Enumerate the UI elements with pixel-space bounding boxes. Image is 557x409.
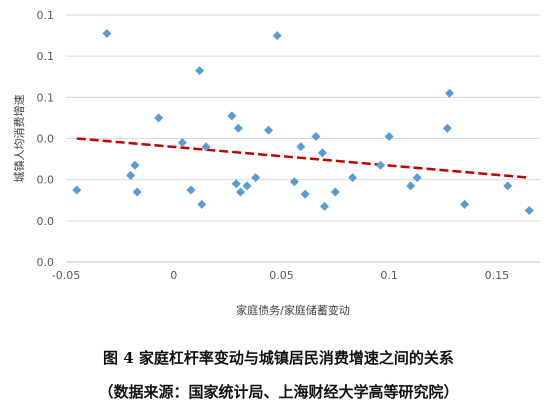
data-point bbox=[227, 111, 237, 121]
x-tick-label: 0.05 bbox=[269, 269, 294, 282]
y-tick-label: 0.0 bbox=[37, 174, 55, 187]
data-point bbox=[296, 142, 306, 152]
data-point bbox=[289, 177, 299, 187]
data-point bbox=[503, 181, 513, 191]
data-point bbox=[130, 160, 140, 170]
y-tick-label: 0.0 bbox=[37, 133, 55, 146]
y-tick-label: 0.1 bbox=[37, 91, 55, 104]
data-point bbox=[72, 185, 82, 195]
data-point bbox=[231, 179, 241, 189]
figure-caption: 图 4 家庭杠杆率变动与城镇居民消费增速之间的关系 bbox=[103, 349, 454, 367]
data-point bbox=[384, 131, 394, 141]
x-axis-title: 家庭债务/家庭储蓄变动 bbox=[236, 303, 350, 317]
data-point bbox=[412, 173, 422, 183]
data-point bbox=[320, 201, 330, 211]
data-point bbox=[102, 29, 112, 39]
data-point bbox=[348, 173, 358, 183]
data-point bbox=[154, 113, 164, 123]
data-point bbox=[201, 142, 211, 152]
data-point bbox=[132, 187, 142, 197]
y-tick-label: 0.1 bbox=[37, 50, 55, 63]
data-source-note: （数据来源：国家统计局、上海财经大学高等研究院） bbox=[98, 383, 459, 401]
data-point bbox=[330, 187, 340, 197]
data-point bbox=[460, 199, 470, 209]
data-point bbox=[236, 187, 246, 197]
scatter-plot: 0.0 0.0 0.0 0.0 0.1 0.1 0.1 -0.05 0 0.05 0.1 0.15 家庭… bbox=[12, 9, 540, 317]
data-point bbox=[524, 206, 534, 216]
data-point bbox=[317, 148, 327, 158]
data-point bbox=[197, 199, 207, 209]
x-tick-label: -0.05 bbox=[52, 269, 80, 282]
data-point bbox=[264, 125, 274, 135]
data-point bbox=[406, 181, 416, 191]
data-point bbox=[233, 123, 243, 133]
data-point bbox=[177, 138, 187, 148]
trendline bbox=[76, 137, 530, 179]
data-point bbox=[126, 171, 136, 181]
data-point bbox=[251, 173, 261, 183]
data-point bbox=[311, 131, 321, 141]
data-point bbox=[442, 123, 452, 133]
x-tick-label: 0.15 bbox=[485, 269, 510, 282]
y-tick-label: 0.0 bbox=[37, 215, 55, 228]
data-point bbox=[376, 160, 386, 170]
data-point bbox=[445, 88, 455, 98]
y-tick-label: 0.0 bbox=[37, 256, 55, 269]
data-point bbox=[272, 31, 282, 41]
data-point bbox=[242, 181, 252, 191]
x-tick-label: 0.1 bbox=[380, 269, 398, 282]
data-point bbox=[300, 189, 310, 199]
x-tick-label: 0 bbox=[170, 269, 177, 282]
y-tick-label: 0.1 bbox=[37, 9, 55, 22]
data-point bbox=[186, 185, 196, 195]
y-axis-title: 城镇人均消费增速 bbox=[12, 95, 26, 183]
data-point bbox=[195, 66, 205, 76]
